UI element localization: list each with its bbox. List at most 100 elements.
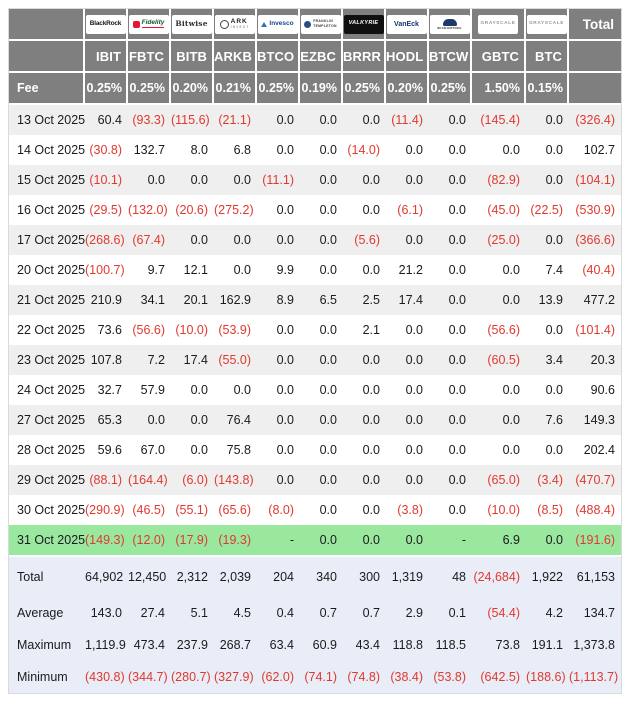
summary-cell: 63.4: [257, 629, 300, 661]
ticker-cell: GBTC: [472, 41, 526, 73]
fee-cell: 0.20%: [386, 73, 429, 105]
date-cell: 24 Oct 2025: [9, 375, 85, 405]
flow-cell: (8.0): [257, 495, 300, 525]
fee-cell: 0.25%: [343, 73, 386, 105]
summary-cell: (188.6): [526, 661, 569, 693]
wisdomtree-tree-icon: [442, 18, 457, 26]
ticker-cell: EZBC: [300, 41, 343, 73]
summary-cell: 2,312: [171, 555, 214, 597]
provider-logo-cell: VanEck: [386, 9, 429, 41]
flow-cell: 0.0: [214, 375, 257, 405]
flow-row: 27 Oct 2025 65.3 0.0 0.0 76.4 0.0 0.0 0.0 0.0 0.0…: [9, 405, 621, 435]
flow-cell: 13.9: [526, 285, 569, 315]
flow-cell: 9.9: [257, 255, 300, 285]
flow-cell: 2.1: [343, 315, 386, 345]
summary-cell: (54.4): [472, 597, 526, 629]
ticker-cell: ARKB: [214, 41, 257, 73]
summary-cell: 1,922: [526, 555, 569, 597]
flow-cell: 0.0: [300, 195, 343, 225]
summary-total-cell: 134.7: [569, 597, 621, 629]
flow-cell: (10.1): [85, 165, 128, 195]
summary-cell: (642.5): [472, 661, 526, 693]
flow-cell: 0.0: [429, 135, 472, 165]
flow-cell: 0.0: [429, 285, 472, 315]
fee-cell: 1.50%: [472, 73, 526, 105]
flow-cell: 0.0: [257, 375, 300, 405]
provider-logo-cell: ARK INVEST: [214, 9, 257, 41]
row-total-cell: (366.6): [569, 225, 621, 255]
provider-logo-cell: BlackRock: [85, 9, 128, 41]
summary-cell: 5.1: [171, 597, 214, 629]
vaneck-logo: VanEck: [386, 14, 427, 34]
flow-cell: (17.9): [171, 525, 214, 555]
flow-cell: (82.9): [472, 165, 526, 195]
flow-cell: 0.0: [526, 165, 569, 195]
flow-cell: 0.0: [300, 435, 343, 465]
summary-cell: 1,119.9: [85, 629, 128, 661]
flow-cell: 7.2: [128, 345, 171, 375]
row-total-cell: 477.2: [569, 285, 621, 315]
flow-cell: (6.1): [386, 195, 429, 225]
flow-cell: 0.0: [526, 225, 569, 255]
flow-cell: 162.9: [214, 285, 257, 315]
flow-cell: 0.0: [171, 435, 214, 465]
flow-cell: 0.0: [526, 315, 569, 345]
summary-total-cell: 1,373.8: [569, 629, 621, 661]
table-header: BlackRock Fidelity Bitwise ARK INVEST Invesco…: [9, 9, 621, 105]
summary-cell: 0.7: [343, 597, 386, 629]
flow-row: 16 Oct 2025 (29.5) (132.0) (20.6) (275.2) 0.0…: [9, 195, 621, 225]
flow-cell: (11.4): [386, 105, 429, 135]
flow-row: 13 Oct 2025 60.4 (93.3) (115.6) (21.1) 0.0 0.0…: [9, 105, 621, 135]
flow-cell: 0.0: [343, 345, 386, 375]
flow-cell: (53.9): [214, 315, 257, 345]
flow-cell: 0.0: [343, 105, 386, 135]
date-cell: 21 Oct 2025: [9, 285, 85, 315]
logo-label: Fidelity: [141, 19, 165, 29]
flow-cell: 0.0: [300, 135, 343, 165]
flow-cell: 0.0: [257, 315, 300, 345]
logo-label: Bitwise: [175, 19, 208, 29]
flow-cell: 0.0: [429, 345, 472, 375]
flow-cell: 0.0: [472, 255, 526, 285]
flow-row: 24 Oct 2025 32.7 57.9 0.0 0.0 0.0 0.0 0.0 0.0 0.0…: [9, 375, 621, 405]
logo-label: ARK: [230, 17, 248, 25]
flow-cell: 0.0: [343, 495, 386, 525]
flow-cell: 21.2: [386, 255, 429, 285]
flow-cell: 0.0: [429, 225, 472, 255]
summary-cell: 300: [343, 555, 386, 597]
row-total-cell: (104.1): [569, 165, 621, 195]
flow-cell: (10.0): [472, 495, 526, 525]
flow-cell: (145.4): [472, 105, 526, 135]
flow-cell: 0.0: [343, 255, 386, 285]
summary-cell: (62.0): [257, 661, 300, 693]
logo-sublabel: INVEST: [230, 25, 250, 30]
provider-logo-cell: Bitwise: [171, 9, 214, 41]
summary-cell: 0.1: [429, 597, 472, 629]
summary-total-cell: 61,153: [569, 555, 621, 597]
flow-cell: (93.3): [128, 105, 171, 135]
flow-cell: 0.0: [300, 315, 343, 345]
summary-cell: (344.7): [128, 661, 171, 693]
flow-cell: (149.3): [85, 525, 128, 555]
total-header: Total: [569, 9, 621, 41]
row-total-cell: (101.4): [569, 315, 621, 345]
flow-cell: 0.0: [171, 165, 214, 195]
logo-label: FRANKLIN: [313, 19, 333, 24]
flow-cell: 0.0: [257, 135, 300, 165]
flow-cell: 0.0: [257, 195, 300, 225]
flow-cell: 0.0: [257, 345, 300, 375]
date-cell: 14 Oct 2025: [9, 135, 85, 165]
flow-cell: 0.0: [472, 435, 526, 465]
flow-cell: 0.0: [386, 135, 429, 165]
summary-cell: 64,902: [85, 555, 128, 597]
flow-cell: 60.4: [85, 105, 128, 135]
logo-label: GRAYSCALE: [480, 20, 516, 26]
flow-row: 22 Oct 2025 73.6 (56.6) (10.0) (53.9) 0.0 0.0 2…: [9, 315, 621, 345]
flow-cell: 59.6: [85, 435, 128, 465]
provider-logo-row: BlackRock Fidelity Bitwise ARK INVEST Invesco…: [9, 9, 621, 41]
summary-cell: 2.9: [386, 597, 429, 629]
flow-cell: (132.0): [128, 195, 171, 225]
provider-logo-cell: FRANKLIN TEMPLETON: [300, 9, 343, 41]
flow-cell: 12.1: [171, 255, 214, 285]
flow-cell: (20.6): [171, 195, 214, 225]
